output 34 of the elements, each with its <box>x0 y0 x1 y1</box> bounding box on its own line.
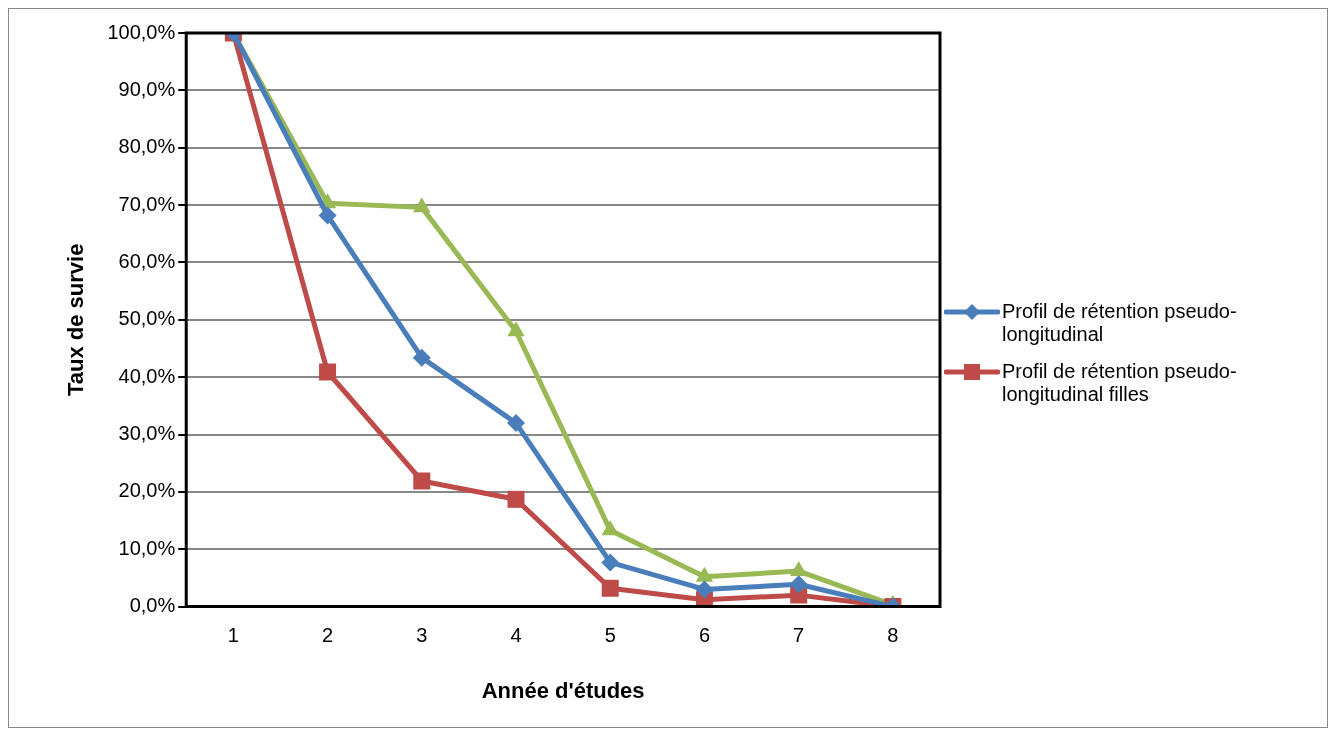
y-tick-label: 40,0% <box>118 364 176 387</box>
y-tick-label: 0,0% <box>129 594 176 617</box>
y-tick-label: 90,0% <box>118 77 176 100</box>
y-tick-label: 30,0% <box>118 422 176 445</box>
y-tick-label: 20,0% <box>118 479 176 502</box>
point <box>507 490 525 508</box>
point <box>601 553 620 572</box>
x-tick-label: 7 <box>793 624 805 647</box>
x-tick-label: 3 <box>416 624 428 647</box>
x-tick-label: 2 <box>322 624 334 647</box>
y-tick-label: 10,0% <box>118 536 176 559</box>
y-tick-label: 60,0% <box>118 249 176 272</box>
x-tick-label: 8 <box>887 624 899 647</box>
point <box>601 520 619 536</box>
point <box>507 414 526 433</box>
point <box>318 206 337 225</box>
x-axis-title: Année d'études <box>481 677 645 703</box>
x-tick-label: 4 <box>510 624 522 647</box>
y-tick-label: 100,0% <box>107 20 176 43</box>
y-axis-title: Taux de survie <box>63 243 89 397</box>
legend-label: Profil de rétention pseudo-longitudinal filles <box>1002 360 1238 406</box>
point <box>319 363 337 381</box>
legend-label: Profil de rétention pseudo-longitudinal <box>1002 300 1238 346</box>
point <box>695 580 714 599</box>
x-tick-label: 5 <box>604 624 616 647</box>
point <box>412 348 431 367</box>
x-tick-label: 6 <box>698 624 711 647</box>
y-tick-label: 70,0% <box>118 192 176 215</box>
x-tick-label: 1 <box>227 624 239 647</box>
point <box>601 579 619 597</box>
point <box>789 575 808 594</box>
point <box>413 472 431 490</box>
y-tick-label: 80,0% <box>118 135 176 158</box>
y-tick-label: 50,0% <box>118 307 176 330</box>
